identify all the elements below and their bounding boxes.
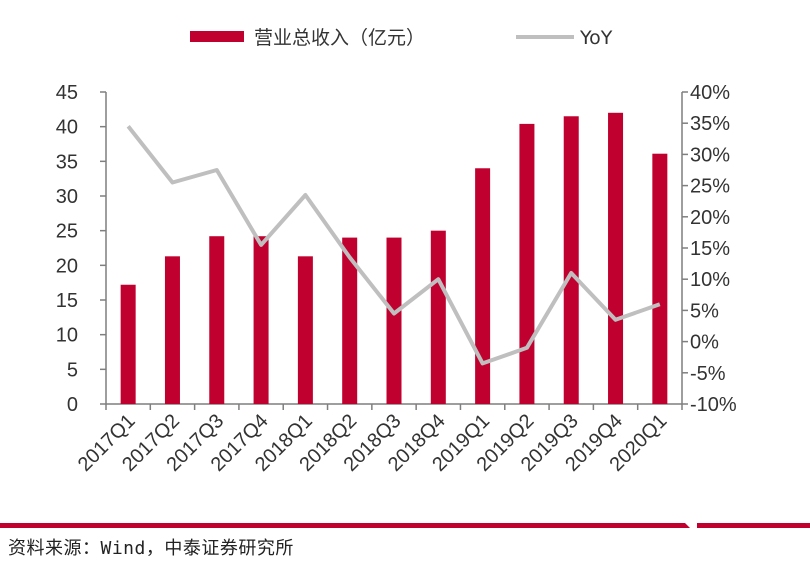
plot-area: 0 5 10 15 20 25 30 35 40 45 -10% -5% 0% 5% 10% 15% 20% 25… [56, 82, 737, 476]
revenue-bar [342, 237, 358, 404]
legend-line-label: YoY [579, 27, 613, 49]
y-left-tick-label: 5 [67, 359, 78, 381]
revenue-bar [519, 123, 535, 404]
y-right-tick-label: -10% [690, 394, 737, 416]
revenue-bar [608, 112, 624, 405]
revenue-bar [563, 116, 579, 405]
divider-red-left [0, 523, 690, 528]
y-left-tick-label: 35 [56, 151, 78, 173]
y-right-tick-label: 25% [690, 176, 730, 198]
revenue-bar [209, 236, 225, 404]
revenue-bar [430, 230, 446, 404]
y-right-tick-label: 15% [690, 238, 730, 260]
y-right-tick-label: -5% [690, 363, 726, 385]
y-right-tick-label: 35% [690, 113, 730, 135]
y-right-tick-label: 20% [690, 207, 730, 229]
y-left-tick-label: 10 [56, 325, 78, 347]
revenue-bar [475, 168, 491, 404]
y-left-tick-label: 30 [56, 186, 78, 208]
footer-divider [0, 523, 810, 528]
source-note: 资料来源：Wind，中泰证券研究所 [8, 538, 294, 559]
revenue-bar [120, 284, 136, 404]
legend-bar-label: 营业总收入（亿元） [254, 27, 425, 49]
yoy-line [126, 125, 661, 366]
y-left-tick-label: 0 [67, 394, 78, 416]
y-left-tick-label: 45 [56, 82, 78, 104]
y-right-tick-label: 40% [690, 82, 730, 104]
y-right-tick-label: 0% [690, 332, 719, 354]
y-left-tick-label: 25 [56, 221, 78, 243]
legend-bar-swatch [190, 31, 244, 42]
revenue-bar [652, 153, 668, 404]
revenue-bar [297, 256, 313, 404]
revenue-bar [253, 236, 269, 404]
y-right-tick-label: 5% [690, 300, 719, 322]
y-left-tick-label: 40 [56, 117, 78, 139]
y-left-tick-label: 15 [56, 290, 78, 312]
divider-red-right [697, 523, 810, 528]
revenue-bar [164, 256, 180, 404]
y-right-tick-label: 10% [690, 269, 730, 291]
y-right-tick-label: 30% [690, 144, 730, 166]
y-left-tick-label: 20 [56, 255, 78, 277]
revenue-bar [386, 237, 402, 404]
legend: 营业总收入（亿元） YoY [190, 27, 613, 49]
